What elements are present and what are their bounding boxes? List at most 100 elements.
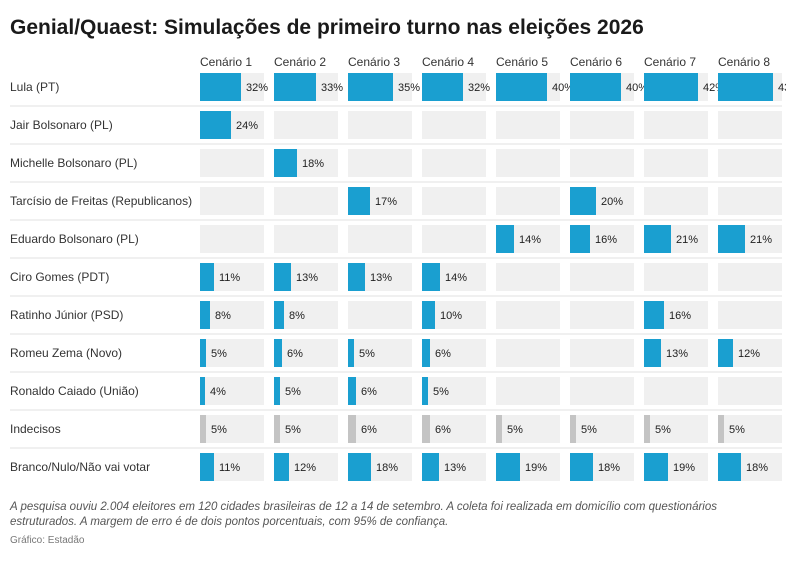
- cell-background: [348, 301, 412, 329]
- cell-background: [644, 415, 708, 443]
- cell-background: [274, 111, 338, 139]
- data-label: 5%: [433, 386, 449, 398]
- bar: [570, 73, 621, 101]
- data-label: 19%: [673, 462, 695, 474]
- bar: [496, 453, 520, 481]
- cell-background: [200, 377, 264, 405]
- cell-background: [422, 149, 486, 177]
- row-label: Branco/Nulo/Não vai votar: [10, 460, 150, 474]
- cell-background: [422, 225, 486, 253]
- bar: [718, 453, 741, 481]
- column-header: Cenário 4: [422, 55, 474, 69]
- bar: [422, 73, 463, 101]
- row-label: Tarcísio de Freitas (Republicanos): [10, 194, 192, 208]
- data-label: 5%: [211, 348, 227, 360]
- cell-background: [718, 377, 782, 405]
- bar: [718, 415, 724, 443]
- bar: [348, 377, 356, 405]
- bar: [422, 263, 440, 291]
- cell-background: [200, 301, 264, 329]
- cell-background: [348, 225, 412, 253]
- row-label: Jair Bolsonaro (PL): [10, 118, 113, 132]
- cell-background: [274, 225, 338, 253]
- cell-background: [570, 111, 634, 139]
- cell-background: [348, 149, 412, 177]
- data-label: 5%: [655, 424, 671, 436]
- data-label: 5%: [581, 424, 597, 436]
- cell-background: [718, 301, 782, 329]
- cell-background: [496, 339, 560, 367]
- column-header: Cenário 8: [718, 55, 770, 69]
- footnote: A pesquisa ouviu 2.004 eleitores em 120 …: [10, 501, 718, 528]
- data-label: 18%: [302, 158, 324, 170]
- cell-background: [644, 377, 708, 405]
- data-label: 8%: [289, 310, 305, 322]
- cell-background: [496, 149, 560, 177]
- cell-background: [274, 339, 338, 367]
- cell-background: [644, 149, 708, 177]
- data-label: 5%: [729, 424, 745, 436]
- bar: [644, 73, 698, 101]
- data-label: 24%: [236, 120, 258, 132]
- data-label: 13%: [370, 272, 392, 284]
- row-label: Michelle Bolsonaro (PL): [10, 156, 137, 170]
- bar: [274, 339, 282, 367]
- bar: [570, 187, 596, 215]
- data-label: 5%: [285, 424, 301, 436]
- data-label: 6%: [435, 348, 451, 360]
- data-label: 10%: [440, 310, 462, 322]
- row-label: Ratinho Júnior (PSD): [10, 308, 123, 322]
- cell-background: [570, 301, 634, 329]
- bar: [644, 301, 664, 329]
- cell-background: [200, 187, 264, 215]
- cell-background: [274, 377, 338, 405]
- bar: [644, 415, 650, 443]
- data-label: 21%: [676, 234, 698, 246]
- cell-background: [348, 377, 412, 405]
- cell-background: [200, 339, 264, 367]
- data-label: 20%: [601, 196, 623, 208]
- cell-background: [200, 149, 264, 177]
- bar: [274, 263, 291, 291]
- cell-background: [570, 263, 634, 291]
- data-label: 32%: [468, 82, 490, 94]
- data-label: 14%: [519, 234, 541, 246]
- bar: [348, 339, 354, 367]
- bar: [200, 73, 241, 101]
- bar: [200, 339, 206, 367]
- data-label: 5%: [359, 348, 375, 360]
- column-header: Cenário 7: [644, 55, 696, 69]
- data-label: 6%: [435, 424, 451, 436]
- data-label: 4%: [210, 386, 226, 398]
- column-header: Cenário 2: [274, 55, 326, 69]
- bar: [200, 263, 214, 291]
- cell-background: [496, 111, 560, 139]
- row-label: Romeu Zema (Novo): [10, 346, 122, 360]
- cell-background: [422, 187, 486, 215]
- column-header: Cenário 3: [348, 55, 400, 69]
- column-header: Cenário 5: [496, 55, 548, 69]
- cell-background: [718, 415, 782, 443]
- data-label: 40%: [626, 82, 648, 94]
- cell-background: [496, 187, 560, 215]
- cell-background: [496, 377, 560, 405]
- data-label: 18%: [746, 462, 768, 474]
- data-label: 17%: [375, 196, 397, 208]
- data-label: 6%: [361, 386, 377, 398]
- data-label: 12%: [294, 462, 316, 474]
- data-label: 13%: [444, 462, 466, 474]
- data-label: 21%: [750, 234, 772, 246]
- bar: [496, 415, 502, 443]
- bar: [348, 187, 370, 215]
- data-label: 18%: [598, 462, 620, 474]
- bar: [496, 73, 547, 101]
- cell-background: [570, 415, 634, 443]
- data-label: 13%: [666, 348, 688, 360]
- cell-background: [274, 301, 338, 329]
- bar: [348, 453, 371, 481]
- data-label: 5%: [285, 386, 301, 398]
- data-label: 6%: [287, 348, 303, 360]
- column-header: Cenário 6: [570, 55, 622, 69]
- data-label: 18%: [376, 462, 398, 474]
- cell-background: [570, 149, 634, 177]
